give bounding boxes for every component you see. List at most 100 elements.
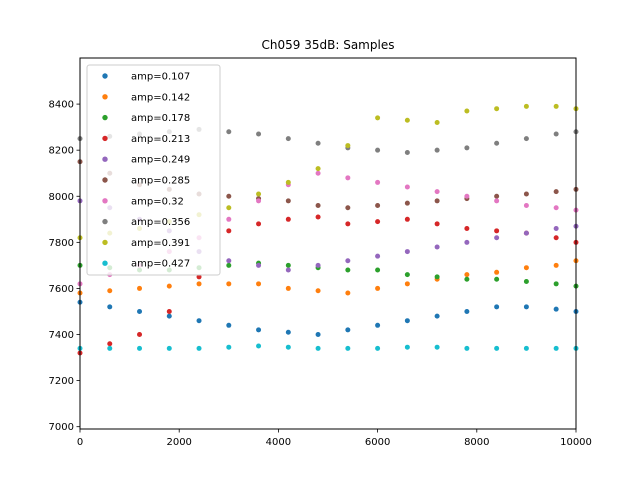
legend-item: amp=0.285 [102,176,190,187]
data-point [166,345,172,351]
data-point [434,189,440,195]
legend-marker [102,260,108,266]
legend-label: amp=0.178 [131,113,190,124]
data-point [285,285,291,291]
data-point [553,131,559,137]
legend-item: amp=0.142 [102,92,190,103]
series-amp-0-107 [77,299,579,338]
x-tick-label: 0 [77,437,83,448]
data-point [375,322,381,328]
data-point [404,249,410,255]
data-point [404,272,410,278]
data-point [434,244,440,250]
data-point [256,343,262,349]
data-point [553,235,559,241]
data-point [494,235,500,241]
legend-marker [102,73,108,79]
legend-label: amp=0.142 [131,92,190,103]
data-point [553,189,559,195]
data-point [464,226,470,232]
data-point [404,184,410,190]
data-point [434,274,440,280]
legend-item: amp=0.356 [102,217,190,228]
data-point [434,344,440,350]
data-point [375,115,381,121]
legend-label: amp=0.285 [131,176,190,187]
data-point [315,262,321,268]
data-point [375,253,381,259]
data-point [256,262,262,268]
data-point [553,262,559,268]
data-point [315,345,321,351]
data-point [226,258,232,264]
legend-item: amp=0.213 [102,134,190,145]
legend-label: amp=0.356 [131,217,190,228]
data-point [464,276,470,282]
data-point [256,131,262,137]
legend-label: amp=0.427 [131,259,190,270]
data-point [345,290,351,296]
legend-label: amp=0.107 [131,72,190,83]
legend-item: amp=0.391 [102,238,190,249]
y-tick-label: 8200 [49,146,74,157]
data-point [256,198,262,204]
data-point [494,304,500,310]
data-point [137,308,143,314]
legend-marker [102,198,108,204]
legend-marker [102,239,108,246]
legend-marker [102,94,108,100]
data-point [137,345,143,351]
data-point [256,221,262,227]
data-point [404,281,410,287]
data-point [226,193,232,199]
data-point [434,147,440,153]
data-point [137,285,143,291]
data-point [404,344,410,350]
data-point [523,345,529,351]
data-point [315,166,321,172]
legend-marker [102,218,108,225]
data-point [464,108,470,114]
data-point [434,221,440,227]
data-point [375,147,381,153]
legend-box [86,64,221,276]
data-point [315,332,321,338]
y-tick-label: 8400 [49,100,74,111]
data-point [226,205,232,211]
data-point [494,276,500,282]
y-tick-label: 7400 [49,330,74,341]
x-tick-label: 4000 [266,437,291,448]
y-tick-label: 7600 [49,284,74,295]
data-point [137,332,143,338]
legend-item: amp=0.32 [102,196,184,207]
y-axis: 7000 7200 7400 7600 7800 8000 8200 8400 [49,100,80,433]
data-point [226,129,232,135]
legend-label: amp=0.249 [131,155,190,166]
data-point [345,258,351,264]
data-point [285,329,291,335]
x-tick-label: 10000 [560,437,592,448]
data-point [523,103,529,109]
data-point [196,281,202,287]
data-point [553,226,559,232]
data-point [523,230,529,236]
x-axis: 0 2000 4000 6000 8000 10000 [77,429,592,448]
legend-label: amp=0.391 [131,238,190,249]
data-point [404,200,410,206]
data-point [553,345,559,351]
legend: amp=0.107 amp=0.142 amp=0.178 amp=0.213 amp=… [86,64,221,276]
data-point [285,179,291,185]
data-point [464,239,470,245]
data-point [345,143,351,149]
data-point [523,265,529,271]
data-point [196,274,202,280]
data-point [315,288,321,294]
data-point [375,285,381,291]
chart-title: Ch059 35dB: Samples [262,38,395,52]
y-tick-label: 7200 [49,376,74,387]
data-point [107,345,113,351]
data-point [523,279,529,285]
data-point [523,202,529,208]
data-point [375,267,381,273]
